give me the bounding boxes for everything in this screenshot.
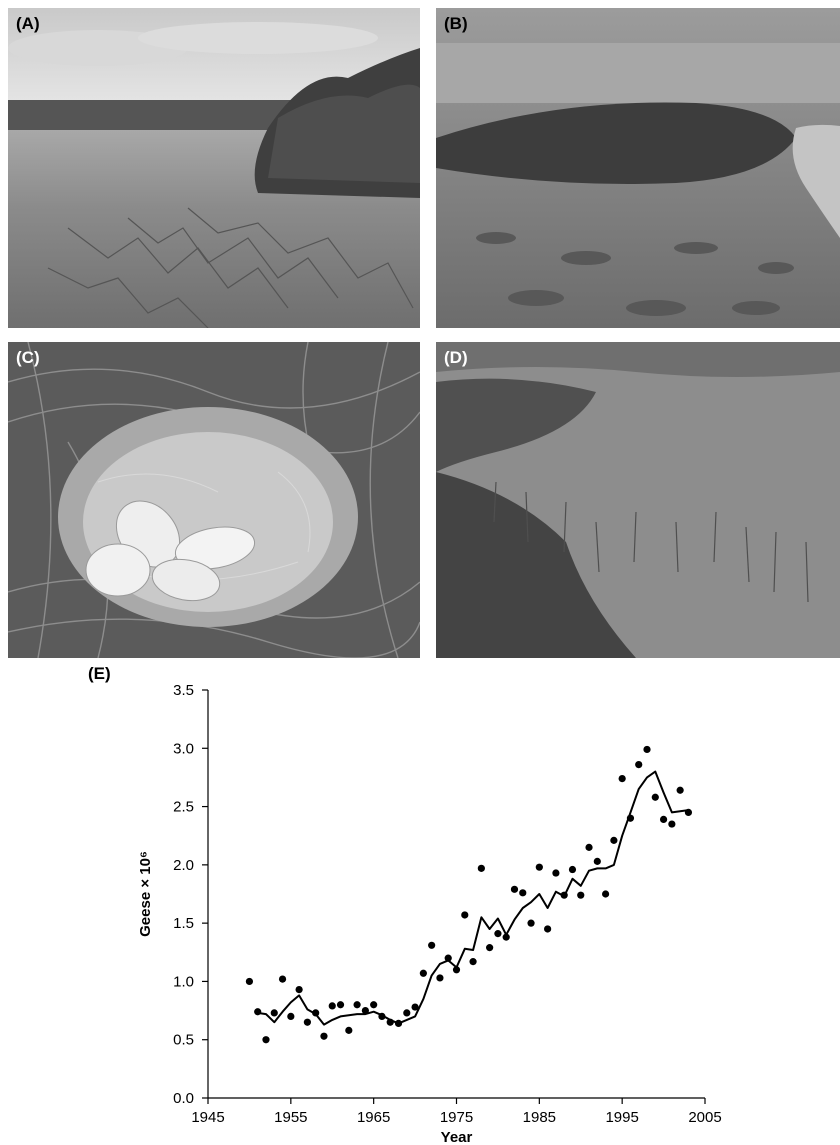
data-point [610, 836, 618, 844]
y-axis-title: Geese × 10⁶ [137, 851, 154, 937]
data-point [527, 919, 535, 927]
data-point [461, 911, 469, 919]
data-point [312, 1009, 320, 1017]
data-point [668, 820, 676, 828]
data-point [370, 1001, 378, 1009]
pond-tracks-photo [8, 8, 420, 328]
data-point [659, 815, 668, 823]
x-tick-label: 1955 [274, 1109, 307, 1126]
photo-panel-c: (C) [8, 342, 420, 658]
y-tick-label: 1.0 [173, 973, 194, 990]
data-point [568, 865, 577, 874]
panel-label-e: (E) [88, 664, 111, 683]
x-tick-label: 1995 [605, 1109, 638, 1126]
data-point [535, 863, 543, 871]
data-point [552, 869, 560, 877]
data-point [544, 925, 552, 933]
data-point [345, 1026, 353, 1034]
x-tick-label: 1985 [523, 1109, 556, 1126]
data-point [635, 761, 643, 769]
data-point [361, 1006, 369, 1015]
x-tick-label: 1975 [440, 1109, 473, 1126]
geese-population-chart: 0.0 0.5 1.0 1.5 2.0 2.5 3.0 3.5 1945 1955 1965 197… [137, 682, 722, 1145]
x-axis-ticks: 1945 1955 1965 1975 1985 1995 2005 [191, 1098, 722, 1126]
data-point [602, 890, 610, 898]
y-axis-ticks: 0.0 0.5 1.0 1.5 2.0 2.5 3.0 3.5 [173, 682, 208, 1107]
nest-eggs-photo [8, 342, 420, 658]
data-point [676, 786, 684, 794]
y-tick-label: 3.5 [173, 682, 194, 699]
y-tick-label: 2.5 [173, 799, 194, 816]
x-tick-label: 2005 [688, 1109, 721, 1126]
data-point [245, 977, 254, 986]
data-point [469, 958, 477, 966]
data-point [386, 1018, 394, 1026]
photo-panel-a: (A) [8, 8, 420, 328]
data-point [577, 891, 585, 899]
data-point [378, 1012, 386, 1021]
data-point [643, 745, 651, 754]
data-point [336, 1001, 345, 1009]
data-point [278, 975, 287, 983]
photo-panel-b: (B) [436, 8, 840, 328]
data-point [287, 1012, 295, 1021]
data-point [519, 889, 527, 897]
trend-line [257, 770, 689, 1026]
data-point [560, 891, 568, 899]
data-point [394, 1019, 403, 1027]
y-tick-label: 0.5 [173, 1032, 194, 1049]
data-point [486, 944, 494, 952]
data-point [320, 1032, 328, 1040]
data-point [494, 930, 502, 938]
degraded-marsh-photo [436, 8, 840, 328]
data-point [684, 808, 693, 817]
data-point [328, 1002, 336, 1010]
data-point [254, 1008, 262, 1016]
data-point [295, 985, 303, 994]
data-point [618, 774, 626, 783]
data-point [303, 1018, 311, 1026]
x-tick-label: 1965 [357, 1109, 390, 1126]
observed-points-series [245, 745, 693, 1044]
data-point [436, 974, 444, 982]
photo-panel-d: (D) [436, 342, 840, 658]
y-tick-label: 3.0 [173, 740, 194, 757]
data-point [626, 814, 635, 822]
y-tick-label: 0.0 [173, 1090, 194, 1107]
data-point [502, 933, 510, 941]
data-point [593, 857, 601, 865]
panel-label-a: (A) [16, 14, 40, 33]
data-point [651, 793, 659, 801]
x-tick-label: 1945 [191, 1109, 224, 1126]
data-point [477, 864, 485, 872]
data-point [452, 966, 461, 974]
data-point [411, 1003, 419, 1011]
panel-label-b: (B) [444, 14, 468, 33]
panel-label-d: (D) [444, 348, 468, 367]
data-point [353, 1001, 361, 1009]
y-tick-label: 1.5 [173, 915, 194, 932]
data-point [419, 969, 427, 977]
data-point [510, 885, 519, 893]
data-point [262, 1036, 270, 1044]
flooded-marsh-photo [436, 342, 840, 658]
y-tick-label: 2.0 [173, 857, 194, 874]
data-point [403, 1009, 411, 1017]
data-point [585, 843, 593, 851]
trend-line-series [257, 770, 689, 1026]
data-point [270, 1009, 278, 1017]
data-point [428, 941, 436, 949]
data-point [444, 954, 452, 962]
panel-label-c: (C) [16, 348, 40, 367]
x-axis-title: Year [441, 1129, 473, 1145]
